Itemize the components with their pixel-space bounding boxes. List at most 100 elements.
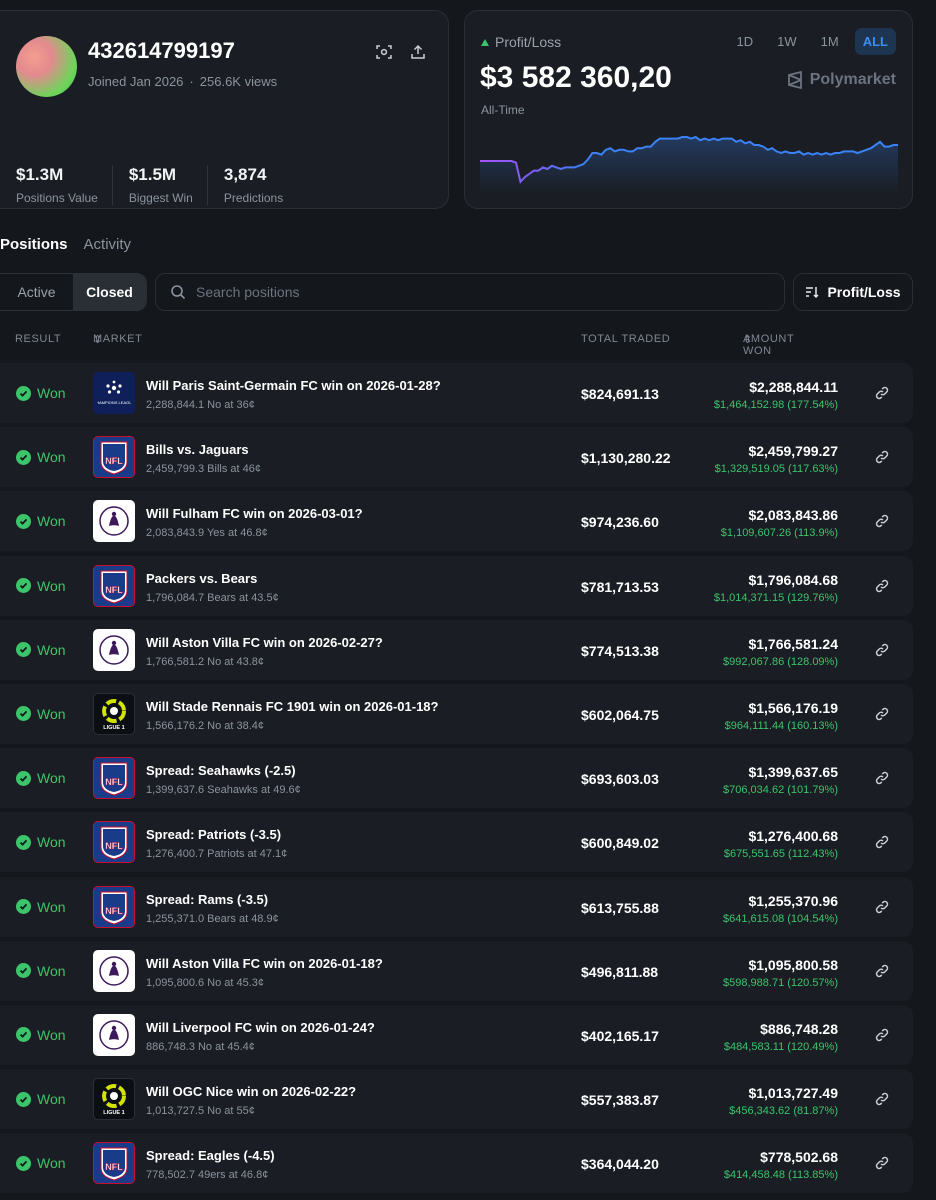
check-icon <box>16 1155 31 1171</box>
link-icon[interactable] <box>875 1028 889 1042</box>
table-row[interactable]: Won NFL Spread: Eagles (-4.5) 778,502.7 … <box>0 1133 913 1194</box>
result-badge: Won <box>16 834 66 850</box>
search-input[interactable] <box>196 284 756 300</box>
profile-meta: Joined Jan 2026 · 256.6K views <box>88 74 277 89</box>
market-title[interactable]: Spread: Eagles (-4.5) <box>146 1148 275 1164</box>
sort-button[interactable]: Profit/Loss <box>793 273 913 311</box>
table-row[interactable]: Won NFL Packers vs. Bears 1,796,084.7 Be… <box>0 555 913 616</box>
filter-active[interactable]: Active <box>17 284 56 300</box>
link-icon[interactable] <box>875 1156 889 1170</box>
total-traded: $557,383.87 <box>581 1092 659 1109</box>
range-1m[interactable]: 1M <box>820 34 839 49</box>
link-icon[interactable] <box>875 964 889 978</box>
table-row[interactable]: Won Will Fulham FC win on 2026-03-01? 2,… <box>0 491 913 552</box>
search-icon <box>171 285 186 300</box>
stat-value: $1.5M <box>128 165 177 184</box>
market-title[interactable]: Bills vs. Jaguars <box>146 442 249 458</box>
profit-amount: $1,464,152.98 (177.54%) <box>713 399 838 411</box>
logo-text: NFL <box>105 841 123 851</box>
market-title[interactable]: Spread: Rams (-3.5) <box>146 891 269 907</box>
market-title[interactable]: Will Aston Villa FC win on 2026-01-18? <box>146 955 383 971</box>
table-row[interactable]: Won NFL Spread: Rams (-3.5) 1,255,371.0 … <box>0 876 913 937</box>
range-1d[interactable]: 1D <box>736 34 754 49</box>
total-traded: $1,130,280.22 <box>581 450 671 467</box>
table-row[interactable]: Won CHAMPIONS LEAGUE Will Paris Saint-Ge… <box>0 363 913 423</box>
nfl-logo-icon: NFL <box>93 436 135 479</box>
scan-icon[interactable] <box>373 41 395 63</box>
tab-positions[interactable]: Positions <box>0 236 68 253</box>
link-icon[interactable] <box>875 707 889 721</box>
result-label: Won <box>37 770 66 787</box>
table-row[interactable]: Won LIGUE 1 Will OGC Nice win on 2026-02… <box>0 1069 913 1130</box>
nfl-logo-icon: NFL <box>93 564 135 607</box>
table-row[interactable]: Won NFL Spread: Seahawks (-2.5) 1,399,63… <box>0 748 913 809</box>
l1-logo-icon: LIGUE 1 <box>93 692 135 735</box>
range-all[interactable]: ALL <box>854 28 896 55</box>
amount-won: $2,083,843.86 <box>748 507 838 524</box>
market-position: 1,566,176.2 No at 38.4¢ <box>146 719 265 732</box>
table-row[interactable]: Won NFL Spread: Patriots (-3.5) 1,276,40… <box>0 812 913 873</box>
pl-logo-icon <box>93 500 135 543</box>
stat-value: $1.3M <box>16 165 64 184</box>
market-title[interactable]: Will Aston Villa FC win on 2026-02-27? <box>146 634 383 650</box>
table-row[interactable]: Won Will Liverpool FC win on 2026-01-24?… <box>0 1004 913 1065</box>
avatar[interactable] <box>16 36 77 97</box>
check-icon <box>16 1027 31 1043</box>
check-icon <box>16 578 31 594</box>
table-row[interactable]: Won Will Aston Villa FC win on 2026-01-1… <box>0 940 913 1001</box>
table-row[interactable]: Won Will Aston Villa FC win on 2026-02-2… <box>0 619 913 680</box>
total-traded: $496,811.88 <box>581 963 659 980</box>
market-title[interactable]: Will Stade Rennais FC 1901 win on 2026-0… <box>146 698 439 714</box>
market-title[interactable]: Spread: Patriots (-3.5) <box>146 827 282 843</box>
market-title[interactable]: Spread: Seahawks (-2.5) <box>146 763 296 779</box>
market-position: 2,083,843.9 Yes at 46.8¢ <box>146 527 268 540</box>
polymarket-logo-icon <box>787 71 802 89</box>
header-total-traded: TOTAL TRADED <box>581 333 671 345</box>
check-icon <box>16 770 31 786</box>
total-traded: $613,755.88 <box>581 899 659 916</box>
check-icon <box>16 449 31 465</box>
table-row[interactable]: Won NFL Bills vs. Jaguars 2,459,799.3 Bi… <box>0 427 913 488</box>
total-traded: $693,603.03 <box>581 771 659 788</box>
link-icon[interactable] <box>875 1092 889 1106</box>
views-count: 256.6K views <box>199 74 278 89</box>
link-icon[interactable] <box>875 900 889 914</box>
link-icon[interactable] <box>875 450 889 464</box>
tab-activity[interactable]: Activity <box>83 236 132 253</box>
check-icon <box>16 899 31 914</box>
market-title[interactable]: Packers vs. Bears <box>146 570 258 586</box>
stat-label: Predictions <box>223 191 284 205</box>
link-icon[interactable] <box>875 835 889 849</box>
market-position: 778,502.7 49ers at 46.8¢ <box>146 1169 269 1182</box>
table-row[interactable]: Won LIGUE 1 Will Stade Rennais FC 1901 w… <box>0 683 913 744</box>
range-1w[interactable]: 1W <box>777 34 797 49</box>
link-icon[interactable] <box>875 771 889 785</box>
link-icon[interactable] <box>875 514 889 528</box>
filter-closed[interactable]: Closed <box>73 274 146 310</box>
total-traded: $774,513.38 <box>581 642 659 659</box>
market-title[interactable]: Will Paris Saint-Germain FC win on 2026-… <box>146 378 441 393</box>
market-position: 1,013,727.5 No at 55¢ <box>146 1105 255 1118</box>
header-result: RESULT <box>15 333 62 345</box>
link-icon[interactable] <box>875 579 889 593</box>
market-title[interactable]: Will Fulham FC win on 2026-03-01? <box>146 506 363 522</box>
profit-amount: $484,583.11 (120.49%) <box>723 1040 838 1053</box>
logo-text: NFL <box>105 585 123 595</box>
joined-date: Joined Jan 2026 <box>88 74 184 89</box>
market-title[interactable]: Will Liverpool FC win on 2026-01-24? <box>146 1019 375 1035</box>
profit-amount: $675,551.65 (112.43%) <box>723 848 838 861</box>
share-icon[interactable] <box>407 41 429 63</box>
result-label: Won <box>37 577 66 594</box>
amount-won: $2,459,799.27 <box>748 443 838 460</box>
result-label: Won <box>37 1155 66 1172</box>
sort-label: Profit/Loss <box>827 284 901 300</box>
amount-won: $2,288,844.11 <box>749 379 838 395</box>
table-header: RESULT MARKET ⇕ TOTAL TRADED AMOUNT WON … <box>0 333 913 357</box>
market-title[interactable]: Will OGC Nice win on 2026-02-22? <box>146 1084 357 1100</box>
link-icon[interactable] <box>875 643 889 657</box>
profit-amount: $706,034.62 (101.79%) <box>723 784 838 797</box>
pnl-area <box>480 137 898 193</box>
nfl-logo-icon: NFL <box>93 757 135 800</box>
link-icon[interactable] <box>875 386 889 400</box>
pl-logo-icon <box>93 949 135 992</box>
